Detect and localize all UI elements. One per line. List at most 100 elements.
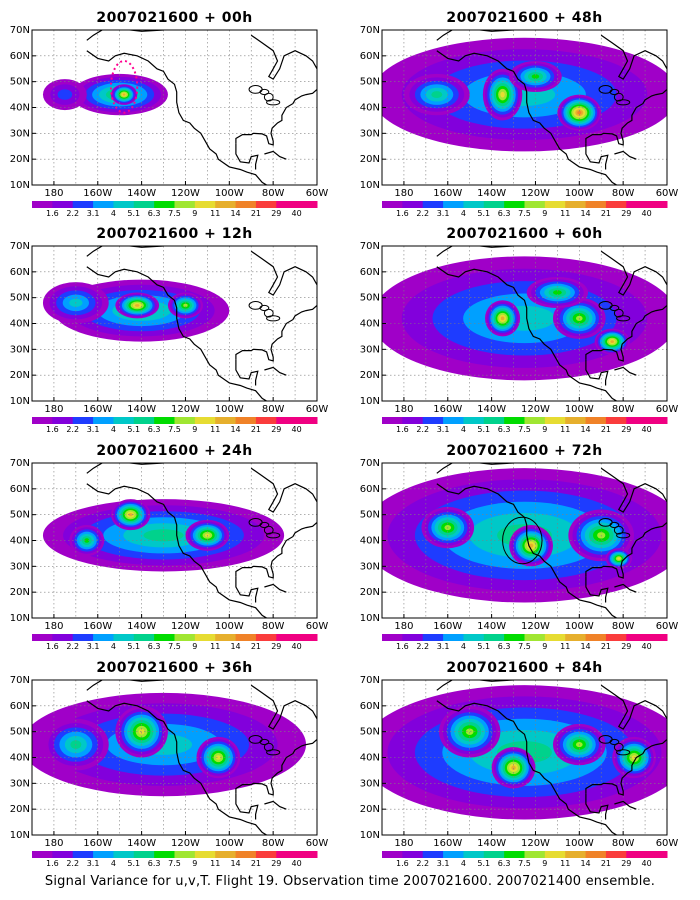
coastline-cuba (614, 150, 637, 160)
variance-contour (553, 290, 562, 295)
colorbar-swatch (93, 851, 114, 858)
lake (266, 315, 281, 322)
colorbar-swatch (255, 201, 277, 208)
colorbar-swatch (524, 851, 546, 858)
panel-title: 2007021600 + 36h (96, 660, 252, 676)
colorbar-label: 4 (461, 209, 466, 218)
lake (609, 521, 620, 529)
colorbar-label: 14 (580, 859, 590, 868)
colorbar-label: 11 (210, 642, 220, 651)
colorbar-label: 11 (210, 425, 220, 434)
lat-tick-label: 50N (360, 727, 380, 738)
variance-contour (215, 755, 221, 760)
lat-tick-label: 40N (360, 103, 380, 114)
colorbar-label: 5.1 (477, 425, 490, 434)
coastline-gulf (235, 793, 259, 820)
colorbar-swatch (194, 417, 216, 424)
coastline-east (235, 88, 317, 146)
colorbar-swatch (524, 634, 546, 641)
colorbar-swatch (382, 851, 403, 858)
colorbar-label: 5.1 (127, 859, 140, 868)
coastline-west (86, 50, 267, 185)
map-panel: 2007021600 + 00h 10N 20N 30N 40N 50N 60N 70N 180… (10, 10, 329, 218)
lon-tick-label: 60W (656, 621, 679, 632)
lat-tick-label: 20N (10, 370, 30, 381)
lat-tick-label: 50N (10, 510, 30, 521)
colorbar-label: 1.6 (396, 425, 409, 434)
lon-tick-label: 120W (521, 188, 550, 199)
colorbar-swatch (565, 201, 587, 208)
colorbar-swatch (646, 851, 668, 858)
colorbar-swatch (524, 417, 546, 424)
coastline-cuba (264, 800, 287, 810)
lat-tick-label: 50N (360, 510, 380, 521)
coastline-hudson (250, 34, 317, 80)
colorbar-label: 2.2 (66, 642, 79, 651)
colorbar-label: 6.3 (498, 642, 511, 651)
coastline-hudson (250, 467, 317, 513)
colorbar-swatch (133, 634, 155, 641)
lat-tick-label: 40N (360, 753, 380, 764)
map-area (382, 463, 667, 618)
lat-tick-label: 10N (360, 180, 380, 191)
target-region-circle (502, 516, 543, 565)
colorbar-label: 21 (601, 859, 611, 868)
colorbar-swatch (215, 851, 237, 858)
lon-tick-label: 140W (477, 838, 506, 849)
coastline-cuba (264, 366, 287, 376)
variance-contour (610, 340, 614, 343)
lat-tick-label: 30N (360, 128, 380, 139)
colorbar-swatch (52, 851, 74, 858)
colorbar-swatch (585, 417, 607, 424)
colorbar-swatch (382, 417, 403, 424)
coastline-gulf (235, 576, 259, 603)
lat-tick-label: 70N (360, 675, 380, 686)
colorbar-label: 14 (580, 642, 590, 651)
coastline-hudson (600, 684, 667, 730)
colorbar-label: 40 (642, 425, 652, 434)
coastline-west (436, 700, 617, 835)
lat-tick-label: 30N (10, 128, 30, 139)
colorbar-label: 6.3 (148, 209, 161, 218)
coastline-hudson (600, 467, 667, 513)
coastline-west (436, 266, 617, 401)
colorbar-label: 3.1 (87, 425, 100, 434)
coastline-west (86, 266, 267, 401)
coastline-arctic (86, 246, 164, 257)
coastline-east (585, 521, 667, 579)
lon-tick-label: 180 (394, 838, 413, 849)
colorbar-swatch (443, 201, 464, 208)
colorbar-swatch (72, 634, 94, 641)
colorbar-label: 1.6 (396, 209, 409, 218)
colorbar-swatch (422, 851, 444, 858)
colorbar-label: 1.6 (396, 642, 409, 651)
colorbar-label: 5.1 (477, 209, 490, 218)
colorbar-label: 29 (621, 642, 631, 651)
lon-tick-label: 120W (171, 838, 200, 849)
map-panel: 2007021600 + 36h 10N 20N 30N 40N 50N 60N 70N 180… (10, 660, 329, 868)
colorbar-label: 2.2 (66, 209, 79, 218)
lon-tick-label: 60W (656, 188, 679, 199)
variance-contour (128, 513, 133, 517)
colorbar-label: 14 (230, 642, 240, 651)
lon-tick-label: 160W (83, 188, 112, 199)
lon-tick-label: 100W (215, 838, 244, 849)
lat-tick-label: 30N (10, 561, 30, 572)
coastline-hudson (600, 34, 667, 80)
lake (259, 88, 270, 96)
colorbar-swatch (133, 851, 155, 858)
lon-tick-label: 120W (521, 404, 550, 415)
colorbar-swatch (174, 417, 196, 424)
lat-tick-label: 30N (360, 561, 380, 572)
colorbar-swatch (32, 417, 53, 424)
colorbar-swatch (463, 634, 485, 641)
colorbar-label: 3.1 (87, 642, 100, 651)
colorbar-label: 4 (111, 642, 116, 651)
colorbar-label: 3.1 (87, 209, 100, 218)
coastline-cuba (614, 583, 637, 593)
colorbar-label: 14 (230, 209, 240, 218)
coastline-hudson (250, 684, 317, 730)
panel-title: 2007021600 + 00h (96, 10, 252, 26)
colorbar-swatch (646, 634, 668, 641)
coastline-arctic (86, 30, 164, 41)
